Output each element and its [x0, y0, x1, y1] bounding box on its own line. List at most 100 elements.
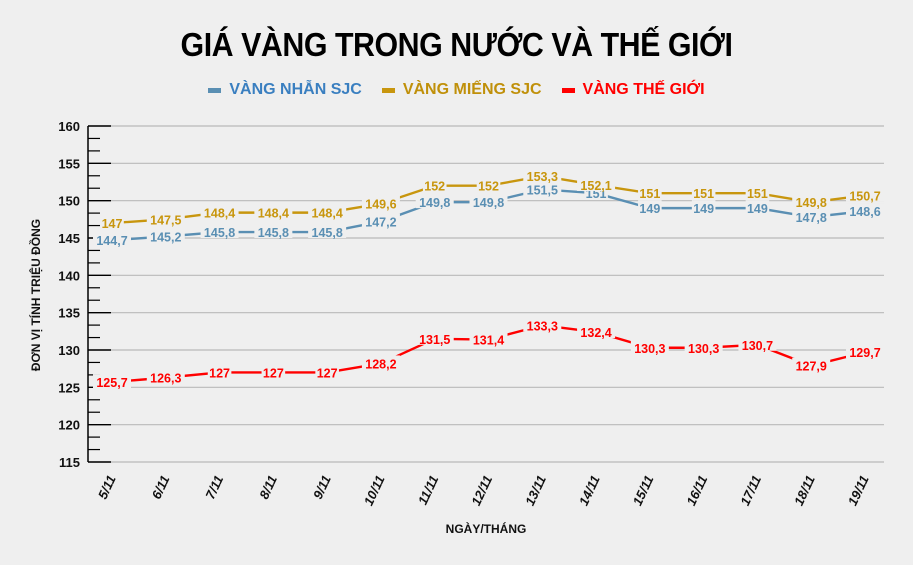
y-tick-label: 115 [59, 455, 80, 470]
chart-legend: VÀNG NHẪN SJC VÀNG MIẾNG SJC VÀNG THẾ GI… [0, 81, 913, 99]
y-axis-label: ĐƠN VỊ TÍNH TRIỆU ĐỒNG [28, 219, 43, 371]
data-label: 130,3 [688, 342, 719, 356]
x-tick-label: 5/11 [95, 473, 119, 501]
data-label: 149 [693, 202, 714, 216]
x-axis: 5/11 6/11 7/11 8/11 9/11 10/11 11/11 12/11 13/11… [95, 473, 872, 508]
label-background [200, 224, 239, 239]
label-background [691, 200, 716, 215]
label-background [361, 195, 400, 210]
x-tick-label: 14/11 [576, 473, 603, 508]
label-background [93, 232, 131, 247]
data-label: 149,6 [365, 198, 396, 212]
label-background [745, 200, 770, 215]
y-tick-label: 125 [58, 380, 80, 395]
data-label: 152,1 [580, 179, 611, 193]
data-label: 148,4 [258, 207, 289, 221]
x-tick-label: 8/11 [256, 473, 280, 501]
data-label: 150,7 [849, 189, 880, 203]
data-label: 151,5 [527, 183, 558, 197]
x-tick-label: 13/11 [522, 473, 549, 508]
label-background [308, 204, 347, 219]
data-label: 127 [209, 366, 230, 380]
data-label: 127,9 [796, 360, 827, 374]
data-label: 145,8 [312, 226, 343, 240]
label-background [200, 204, 239, 219]
data-label: 152 [424, 180, 445, 194]
data-series: 144,7 145,2 145,8 145,8 145,8 147,2 149,8 149,8… [93, 168, 884, 390]
legend-label: VÀNG NHẪN SJC [229, 81, 362, 98]
data-label: 153,3 [527, 170, 558, 184]
data-label: 126,3 [150, 372, 181, 386]
data-label: 145,2 [150, 231, 181, 245]
x-tick-label: 9/11 [310, 473, 334, 501]
data-label: 151 [693, 187, 714, 201]
data-label: 152 [478, 180, 499, 194]
x-tick-label: 12/11 [468, 473, 495, 508]
data-label: 130,7 [742, 339, 773, 353]
series-vang-the-gioi: 125,7 126,3 127 127 127 128,2 131,5 131,4 133,3 1… [93, 317, 884, 390]
label-background [422, 177, 447, 192]
y-tick-label: 135 [58, 306, 80, 321]
x-tick-label: 19/11 [845, 473, 872, 508]
label-background [846, 344, 884, 359]
x-tick-label: 6/11 [149, 473, 173, 501]
series-vang-nhan-sjc: 144,7 145,2 145,8 145,8 145,8 147,2 149,8 149,8… [93, 181, 884, 248]
data-label: 131,4 [473, 334, 504, 348]
label-background [792, 209, 831, 224]
label-background [846, 203, 884, 218]
data-label: 129,7 [849, 346, 880, 360]
label-background [315, 364, 339, 379]
label-background [738, 336, 777, 351]
data-label: 148,4 [204, 207, 235, 221]
y-tick-label: 155 [58, 156, 80, 171]
data-label: 148,4 [312, 207, 343, 221]
y-tick-label: 120 [58, 418, 80, 433]
chart-title: GIÁ VÀNG TRONG NƯỚC VÀ THẾ GIỚI [180, 26, 733, 63]
label-background [691, 185, 716, 200]
data-label: 127 [263, 366, 284, 380]
data-label: 130,3 [634, 342, 665, 356]
legend-swatch-icon [381, 87, 395, 93]
label-background [308, 224, 347, 239]
y-tick-label: 130 [58, 343, 80, 358]
label-background [476, 177, 501, 192]
label-background [261, 364, 286, 379]
data-label: 147,8 [796, 211, 827, 225]
data-label: 147 [102, 217, 123, 231]
label-background [523, 317, 562, 332]
label-background [361, 213, 400, 228]
legend-item-vang-nhan-sjc[interactable]: VÀNG NHẪN SJC [208, 81, 362, 99]
label-background [792, 357, 831, 372]
label-background [361, 355, 400, 370]
x-tick-label: 10/11 [361, 473, 388, 508]
y-tick-label: 145 [58, 231, 80, 246]
label-background [745, 185, 770, 200]
data-label: 147,5 [150, 213, 181, 227]
legend-item-vang-mieng-sjc[interactable]: VÀNG MIẾNG SJC [381, 81, 542, 99]
label-background [146, 211, 185, 226]
label-background [207, 364, 232, 379]
label-background [93, 374, 131, 389]
data-label: 125,7 [96, 376, 127, 390]
legend-swatch-icon [208, 87, 222, 93]
y-tick-label: 150 [58, 194, 80, 209]
label-background [469, 331, 508, 346]
y-tick-label: 160 [58, 119, 80, 134]
label-background [523, 181, 562, 196]
data-label: 132,4 [580, 326, 611, 340]
legend-item-vang-the-gioi[interactable]: VÀNG THẾ GIỚI [561, 81, 705, 99]
data-label: 133,3 [527, 319, 558, 333]
data-label: 151 [747, 187, 768, 201]
y-axis: 115 120 125 130 135 140 145 150 155 160 [58, 119, 111, 470]
gridlines [88, 125, 884, 463]
data-label: 149 [747, 202, 768, 216]
label-background [523, 168, 562, 183]
data-label: 147,2 [365, 216, 396, 230]
label-background [846, 187, 884, 202]
data-label: 148,6 [849, 205, 880, 219]
label-background [146, 228, 185, 243]
legend-swatch-icon [561, 87, 575, 93]
x-tick-label: 15/11 [630, 473, 657, 508]
